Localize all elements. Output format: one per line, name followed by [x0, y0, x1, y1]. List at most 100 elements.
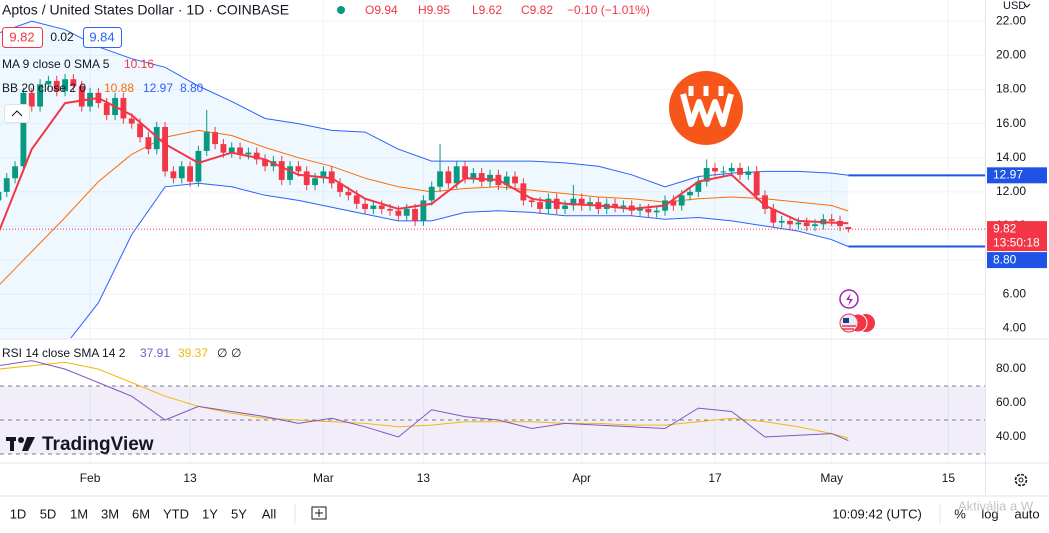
rsi-pane: [0, 340, 985, 462]
candle-body: [778, 220, 785, 223]
candle-body: [337, 183, 343, 192]
candle-body: [170, 171, 177, 179]
candle-body: [453, 166, 460, 184]
ma-value: 10.16: [124, 57, 154, 71]
candle-body: [220, 144, 227, 153]
bb-basis-value: 10.88: [104, 81, 134, 95]
candle-body: [362, 203, 368, 209]
y-tick-label: 22.00: [996, 13, 1026, 27]
candle-body: [420, 200, 427, 221]
candle-body: [612, 203, 618, 208]
activation-watermark: Aktiválja a W: [958, 498, 1034, 513]
candle-body: [320, 171, 327, 179]
candle-body: [470, 173, 477, 179]
x-tick-label: May: [820, 471, 843, 485]
candle-body: [212, 132, 218, 145]
candle-body: [278, 161, 285, 180]
range-button[interactable]: 6M: [132, 506, 150, 521]
candle-body: [753, 171, 760, 196]
currency[interactable]: USD: [1003, 0, 1026, 12]
candle-body: [370, 205, 377, 209]
y-tick-label: 4.00: [1003, 321, 1027, 335]
range-button[interactable]: 1Y: [202, 506, 218, 521]
candle-body: [245, 152, 252, 155]
percent-toggle[interactable]: %: [954, 506, 966, 521]
candle-body: [3, 178, 10, 192]
log-toggle[interactable]: log: [981, 506, 998, 521]
x-tick-label: 15: [942, 471, 956, 485]
sell-price[interactable]: 9.82: [9, 29, 34, 44]
brand-text: TradingView: [42, 434, 154, 455]
candle-body: [762, 195, 768, 209]
candle-body: [303, 171, 310, 186]
currency-arrow[interactable]: [1023, 3, 1031, 8]
candle-body: [812, 224, 818, 227]
range-button[interactable]: 3M: [101, 506, 119, 521]
candle-body: [553, 198, 560, 209]
x-tick-label: Feb: [80, 471, 101, 485]
candle-body: [403, 208, 410, 216]
brand-logo: TradingView: [6, 434, 154, 455]
range-button[interactable]: 5Y: [231, 506, 247, 521]
lightning-icon[interactable]: [846, 293, 853, 306]
candle-body: [37, 84, 43, 107]
candle-body: [437, 171, 443, 187]
candle-body: [445, 171, 452, 184]
x-tick-label: 17: [708, 471, 722, 485]
sell-button[interactable]: [2, 27, 43, 48]
range-button[interactable]: 5D: [40, 506, 57, 521]
candle-body: [137, 123, 143, 138]
candle-body: [520, 183, 527, 201]
candle-body: [737, 167, 743, 175]
chevron-icon[interactable]: [11, 110, 23, 117]
candle-body: [395, 210, 402, 216]
candle-body: [228, 147, 235, 153]
rsi-value: 37.91: [140, 346, 170, 360]
candle-body: [787, 220, 793, 225]
candle-body: [503, 176, 510, 186]
settings-icon[interactable]: [1014, 473, 1028, 487]
symbol-title: Aptos / United States Dollar · 1D · COIN…: [2, 2, 289, 18]
bb-legend: BB 20 close 2 0: [2, 81, 86, 95]
candle-body: [178, 166, 185, 179]
y-tick-label: 16.00: [996, 116, 1026, 130]
candle-body: [237, 147, 243, 155]
candle-body: [545, 198, 552, 209]
candle-body: [187, 166, 193, 182]
candle-body: [462, 166, 468, 179]
candle-body: [803, 222, 810, 227]
range-button[interactable]: All: [262, 506, 277, 521]
candle-body: [103, 103, 110, 116]
status-dot: [337, 6, 345, 14]
range-button[interactable]: 1D: [10, 506, 27, 521]
x-tick-label: 13: [417, 471, 431, 485]
bb-upper-line: [0, 20, 849, 188]
candle-body: [387, 208, 393, 211]
auto-toggle[interactable]: auto: [1014, 506, 1039, 521]
upper-price-tag: [987, 167, 1047, 184]
ohlc-change: −0.10 (−1.01%): [567, 3, 650, 17]
candle-body: [703, 167, 710, 182]
rsi-empty: ∅: [231, 346, 241, 360]
buy-price[interactable]: 9.84: [89, 29, 114, 44]
upper-price-label: 12.97: [993, 167, 1023, 181]
candle-body: [687, 191, 693, 196]
collapse-button[interactable]: [4, 104, 30, 123]
candle-body: [678, 195, 685, 206]
clock[interactable]: 10:09:42 (UTC): [832, 506, 922, 521]
candle-body: [162, 127, 168, 172]
buy-button[interactable]: [83, 27, 122, 48]
candle-body: [262, 159, 268, 167]
range-button[interactable]: YTD: [163, 506, 189, 521]
candle-body: [345, 191, 352, 196]
lower-price-label: 8.80: [993, 252, 1017, 266]
x-tick-label: Mar: [313, 471, 334, 485]
spread: 0.02: [50, 30, 74, 44]
flag-icons[interactable]: [839, 313, 875, 333]
replay-icon[interactable]: [311, 506, 327, 520]
range-button[interactable]: 1M: [70, 506, 88, 521]
coin-logo: [669, 71, 743, 145]
candle-body: [478, 173, 485, 182]
